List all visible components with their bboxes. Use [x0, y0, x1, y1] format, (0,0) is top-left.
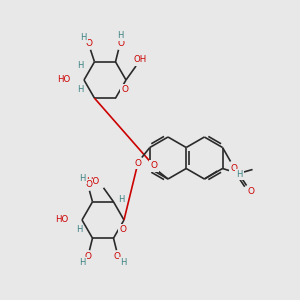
Text: O: O [117, 39, 124, 48]
Text: H: H [236, 170, 243, 179]
Text: O: O [230, 164, 237, 173]
Text: H: H [80, 33, 87, 42]
Text: H: H [79, 258, 86, 267]
Text: O: O [247, 187, 254, 196]
Text: H: H [77, 85, 83, 94]
Text: HO: HO [57, 76, 70, 85]
Text: O: O [114, 252, 121, 261]
Text: H: H [79, 174, 86, 183]
Text: H: H [77, 61, 84, 70]
Text: O: O [85, 252, 92, 261]
Text: H: H [118, 195, 125, 204]
Text: O: O [85, 180, 92, 189]
Text: O: O [121, 85, 128, 94]
Text: O: O [134, 159, 141, 168]
Text: OH: OH [134, 56, 147, 64]
Text: H: H [120, 258, 127, 267]
Text: H: H [117, 31, 124, 40]
Text: HO: HO [55, 215, 68, 224]
Text: O: O [151, 161, 158, 170]
Text: HO: HO [86, 177, 100, 186]
Text: H: H [76, 226, 82, 235]
Text: O: O [86, 39, 93, 48]
Text: O: O [119, 225, 126, 234]
